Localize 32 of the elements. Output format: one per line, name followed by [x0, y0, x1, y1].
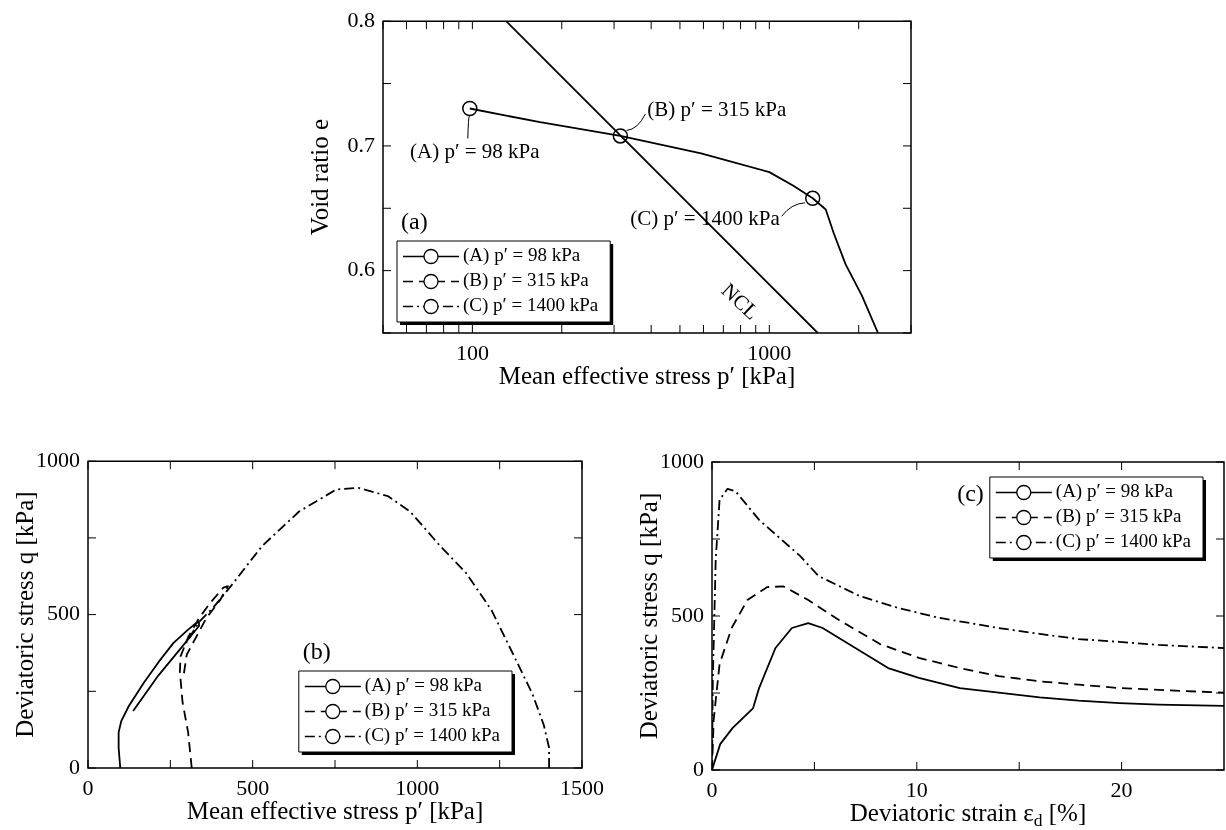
annotation: (C) p′ = 1400 kPa — [630, 205, 781, 230]
legend-label: (C) p′ = 1400 kPa — [1055, 530, 1192, 553]
annotation: (B) p′ = 315 kPa — [647, 97, 787, 122]
y-tick-label: 500 — [671, 601, 704, 627]
legend-label: (A) p′ = 98 kPa — [1055, 480, 1174, 503]
x-tick-label: 20 — [1110, 776, 1133, 802]
text: (b) — [302, 638, 331, 665]
y-tick-label: 1000 — [660, 447, 704, 473]
y-tick-label: 0.6 — [347, 256, 375, 282]
y-tick-label: 0 — [69, 753, 80, 779]
y-axis-title: Void ratio e — [305, 119, 333, 236]
text: (a) — [401, 208, 428, 235]
x-axis-title: Mean effective stress p′ [kPa] — [498, 361, 796, 389]
x-tick-label: 10 — [905, 776, 928, 802]
legend-label: (B) p′ = 315 kPa — [1055, 505, 1183, 528]
y-axis-title: Deviatoric stress q [kPa] — [10, 491, 38, 738]
legend-label: (B) p′ = 315 kPa — [364, 699, 492, 722]
text: (c) — [957, 479, 984, 506]
legend-label: (A) p′ = 98 kPa — [463, 244, 581, 267]
annotation: (A) p′ = 98 kPa — [409, 139, 541, 164]
legend-label: (A) p′ = 98 kPa — [364, 674, 483, 697]
legend-label: (B) p′ = 315 kPa — [463, 269, 590, 292]
x-tick-label: 1500 — [560, 774, 604, 800]
y-tick-label: 1000 — [36, 446, 80, 472]
y-tick-label: 0.8 — [347, 6, 375, 32]
y-axis-title: Deviatoric stress q [kPa] — [634, 492, 662, 740]
x-tick-label: 100 — [455, 339, 489, 365]
legend-label: (C) p′ = 1400 kPa — [364, 724, 501, 747]
y-tick-label: 0.7 — [347, 131, 375, 157]
y-tick-label: 500 — [47, 600, 80, 626]
y-tick-label: 0 — [693, 755, 704, 781]
legend-label: (C) p′ = 1400 kPa — [463, 294, 599, 317]
